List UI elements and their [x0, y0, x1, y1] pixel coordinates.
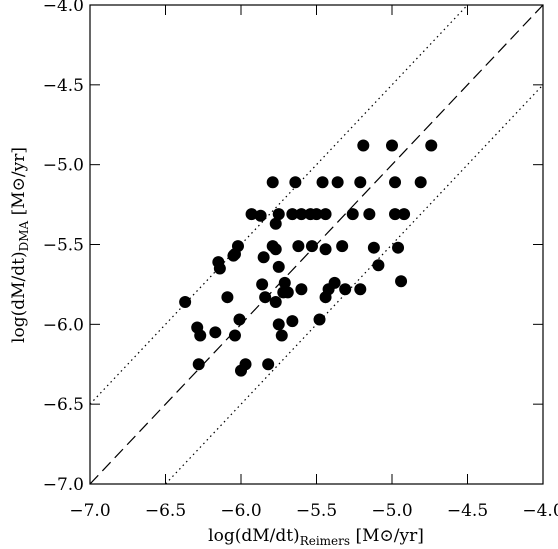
x-tick-label: −6.0 — [220, 501, 261, 521]
x-tick-label: −4.0 — [522, 501, 558, 521]
point — [192, 358, 205, 371]
point — [305, 240, 318, 253]
point — [275, 329, 288, 342]
point — [266, 176, 279, 189]
y-tick-label: −5.5 — [43, 236, 84, 256]
x-tick-label: −7.0 — [69, 501, 110, 521]
point — [245, 208, 258, 221]
point — [278, 276, 291, 289]
x-label-unit: [M⊙/yr] — [350, 526, 424, 546]
point — [357, 139, 370, 152]
point — [257, 251, 270, 264]
y-label-sub: DMA — [17, 220, 31, 251]
point — [286, 315, 299, 328]
point — [254, 209, 267, 222]
point — [336, 240, 349, 253]
x-tick-label: −5.0 — [371, 501, 412, 521]
point — [316, 176, 329, 189]
point — [310, 208, 323, 221]
point — [269, 243, 282, 256]
point — [289, 176, 302, 189]
y-label-main: log(dM/dt) — [9, 251, 29, 343]
x-label-main: log(dM/dt) — [208, 526, 300, 546]
y-tick-label: −7.0 — [43, 475, 84, 495]
point — [386, 139, 398, 152]
x-tick-label: −6.5 — [145, 501, 186, 521]
point — [389, 176, 402, 189]
point — [339, 283, 352, 296]
point — [354, 283, 367, 296]
y-tick-label: −4.0 — [43, 0, 84, 16]
x-axis-label: log(dM/dt)Reimers [M⊙/yr] — [208, 526, 424, 548]
point — [239, 358, 252, 371]
point — [269, 217, 282, 230]
point — [277, 286, 290, 299]
point — [425, 139, 438, 152]
y-tick-label: −6.5 — [43, 395, 84, 415]
x-tick-label: −5.5 — [296, 501, 337, 521]
y-tick-label: −4.5 — [43, 76, 84, 96]
point — [398, 208, 411, 221]
y-axis-label: log(dM/dt)DMA [M⊙/yr] — [9, 147, 31, 343]
point — [328, 276, 341, 289]
point — [319, 208, 332, 221]
point — [259, 291, 272, 304]
point — [292, 240, 305, 253]
point — [331, 176, 344, 189]
point — [392, 241, 405, 254]
point — [354, 176, 367, 189]
point — [269, 295, 282, 308]
point — [319, 243, 332, 256]
y-label-unit: [M⊙/yr] — [9, 147, 29, 221]
y-tick-label: −6.0 — [43, 315, 84, 335]
point — [272, 260, 285, 273]
y-tick-label: −5.0 — [43, 156, 84, 176]
point — [313, 313, 326, 326]
plot-frame — [89, 4, 544, 485]
point — [209, 326, 222, 339]
point — [221, 291, 234, 304]
reference-line — [90, 5, 469, 405]
point — [194, 329, 207, 342]
point — [367, 241, 380, 254]
point — [272, 318, 285, 331]
x-label-sub: Reimers — [300, 534, 350, 548]
point — [363, 208, 376, 221]
point — [228, 329, 241, 342]
point — [346, 208, 359, 221]
point — [286, 208, 299, 221]
point — [262, 358, 275, 371]
point — [295, 283, 308, 296]
point — [256, 278, 269, 291]
point — [213, 262, 226, 275]
point — [272, 208, 285, 221]
x-tick-label: −4.5 — [447, 501, 488, 521]
point — [228, 248, 241, 261]
point — [395, 275, 408, 288]
point — [179, 295, 192, 308]
point — [233, 313, 246, 326]
point — [295, 208, 308, 221]
point — [389, 208, 402, 221]
point — [372, 259, 385, 272]
point — [414, 176, 427, 189]
